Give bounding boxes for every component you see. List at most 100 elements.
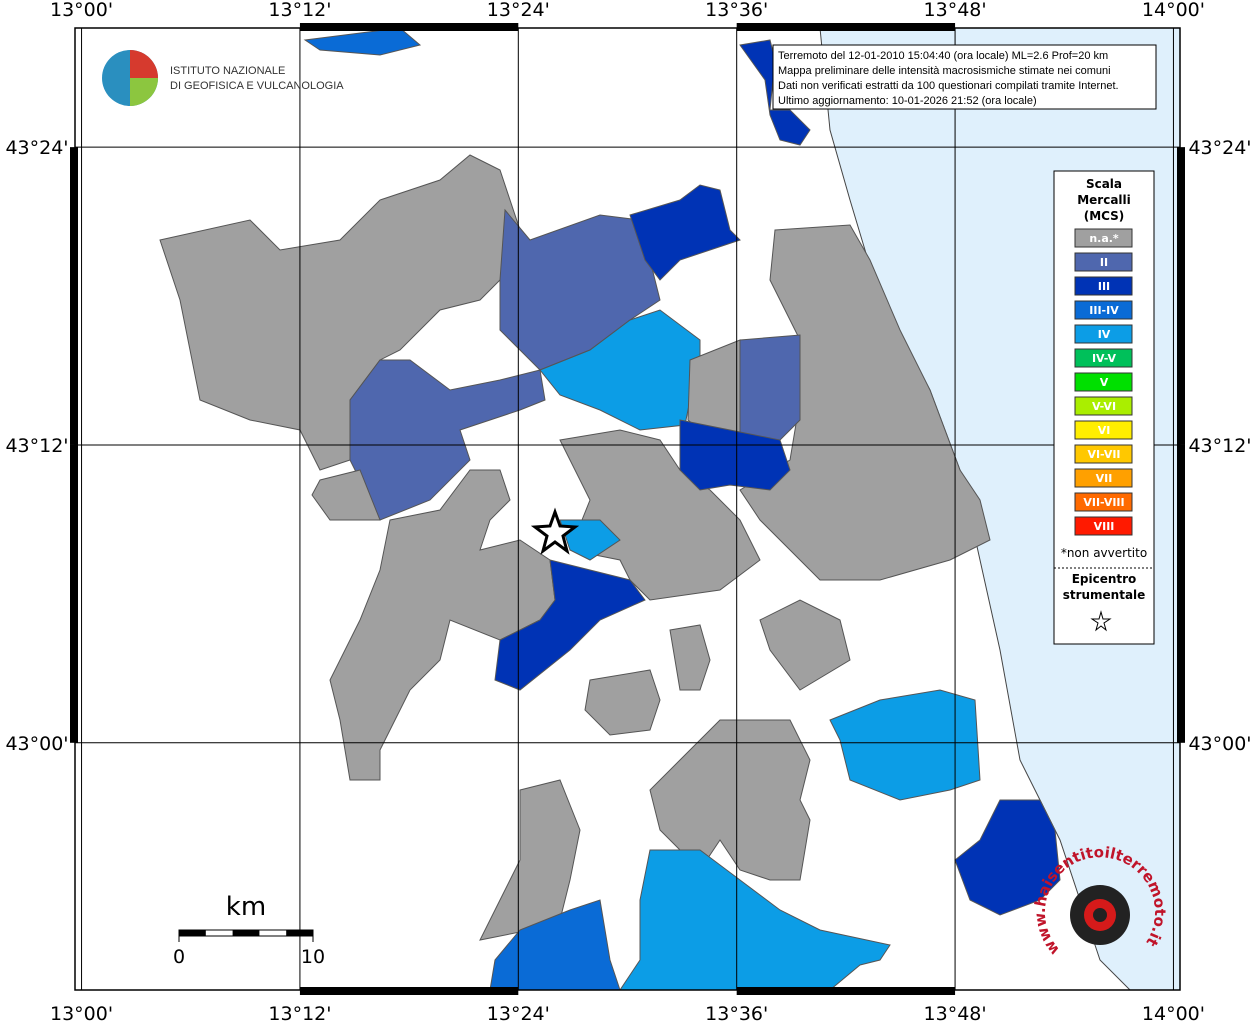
graticule: 13°00' 13°00' 13°12' 13°12' 13°24' 13°24' 13°3… [5, 0, 1251, 1024]
legend-swatch [1074, 300, 1133, 320]
legend-title: (MCS) [1084, 209, 1125, 223]
scale-unit: km [226, 892, 266, 922]
info-line: Mappa preliminare delle intensità macros… [778, 65, 1111, 77]
logo-wedge [130, 78, 158, 106]
area-na [584, 669, 661, 736]
legend-label: VII [1096, 472, 1113, 485]
frame-bars [70, 23, 1185, 995]
info-text: Terremoto del 12-01-2010 15:04:40 (ora l… [778, 50, 1119, 107]
legend-label: VI-VII [1087, 448, 1120, 461]
lon-label: 13°12' [268, 1003, 331, 1024]
legend-label: V [1100, 376, 1109, 389]
legend-label: n.a.* [1089, 232, 1119, 245]
watermark-circle [1093, 908, 1107, 922]
lon-label: 13°48' [924, 1003, 987, 1024]
scale-label: 0 [173, 946, 185, 968]
lat-label: 43°00' [5, 733, 68, 755]
legend-swatch [1074, 396, 1133, 416]
area-ii [349, 359, 546, 521]
area-iii-iv [489, 899, 621, 991]
info-box [772, 44, 1157, 110]
lon-label: 14°00' [1142, 0, 1205, 21]
area-iii [629, 184, 741, 281]
frame-bar [70, 444, 78, 743]
legend-label: VIII [1094, 520, 1115, 533]
lon-label: 13°24' [487, 1003, 550, 1024]
legend-swatch [1074, 276, 1133, 296]
lon-label: 13°48' [924, 0, 987, 21]
frame-bar [299, 23, 519, 31]
legend-swatch [1074, 492, 1133, 512]
lon-label: 13°00' [50, 1003, 113, 1024]
frame-bar [736, 23, 956, 31]
area-iv [559, 519, 621, 561]
area-na [649, 719, 811, 881]
legend-label: III [1098, 280, 1110, 293]
lat-label: 43°12' [1188, 435, 1251, 457]
scale-segment [286, 930, 313, 936]
frame-bar [70, 147, 78, 445]
legend-swatch [1074, 228, 1133, 248]
legend: ScalaMercalli(MCS)n.a.*IIIIIIII-IVIVIV-V… [1054, 177, 1154, 632]
legend-swatch [1074, 372, 1133, 392]
frame-bar [299, 987, 519, 995]
legend-label: IV [1098, 328, 1111, 341]
legend-label: VII-VIII [1083, 496, 1124, 509]
lon-label: 13°36' [705, 1003, 768, 1024]
info-line: Terremoto del 12-01-2010 15:04:40 (ora l… [778, 50, 1108, 62]
lat-label: 43°24' [5, 137, 68, 159]
lon-label: 13°24' [487, 0, 550, 21]
legend-label: III-IV [1089, 304, 1119, 317]
municipalities [159, 27, 1061, 991]
scale-label: 10 [301, 946, 325, 968]
area-ii [739, 334, 801, 441]
legend-label: IV-V [1092, 352, 1117, 365]
legend-swatch [1074, 444, 1133, 464]
logo-text: DI GEOFISICA E VULCANOLOGIA [170, 80, 344, 92]
legend-swatch [1074, 468, 1133, 488]
legend-epicenter: strumentale [1063, 588, 1146, 602]
legend-label: II [1100, 256, 1108, 269]
info-line: Ultimo aggiornamento: 10-01-2026 21:52 (… [778, 95, 1037, 107]
logo-wedge [130, 50, 158, 78]
legend-label: VI [1098, 424, 1111, 437]
lon-label: 13°00' [50, 0, 113, 21]
scale-segment [179, 930, 206, 936]
area-na [759, 599, 851, 691]
area-iv [619, 849, 891, 991]
area-na [311, 469, 381, 521]
legend-swatch [1074, 348, 1133, 368]
legend-label: V-VI [1092, 400, 1116, 413]
info-line: Dati non verificati estratti da 100 ques… [778, 80, 1119, 92]
lon-label: 13°12' [268, 0, 331, 21]
lat-label: 43°00' [1188, 733, 1251, 755]
area-na [669, 624, 711, 691]
area-iv [829, 689, 981, 801]
frame-bar [1177, 147, 1185, 445]
legend-swatch [1074, 324, 1133, 344]
lon-label: 13°36' [705, 0, 768, 21]
area-iii [679, 419, 791, 491]
logo-text: ISTITUTO NAZIONALE [170, 65, 285, 77]
epicenter-star [530, 507, 580, 555]
lat-label: 43°12' [5, 435, 68, 457]
area-iii [494, 559, 646, 691]
legend-epicenter: Epicentro [1072, 572, 1137, 586]
scale-bar: km 0 10 [173, 892, 325, 968]
scale-segment [232, 930, 260, 936]
logo: ISTITUTO NAZIONALE DI GEOFISICA E VULCAN… [102, 50, 344, 106]
legend-swatch [1074, 420, 1133, 440]
legend-title: Mercalli [1077, 193, 1131, 207]
area-na [159, 154, 521, 471]
lon-label: 14°00' [1142, 1003, 1205, 1024]
legend-swatch [1074, 516, 1133, 536]
frame-bar [1177, 444, 1185, 743]
legend-note: *non avvertito [1061, 546, 1147, 560]
lat-label: 43°24' [1188, 137, 1251, 159]
legend-title: Scala [1086, 177, 1122, 191]
legend-star [1090, 610, 1112, 632]
frame-bar [736, 987, 956, 995]
legend-swatch [1074, 252, 1133, 272]
area-iii [954, 799, 1061, 916]
